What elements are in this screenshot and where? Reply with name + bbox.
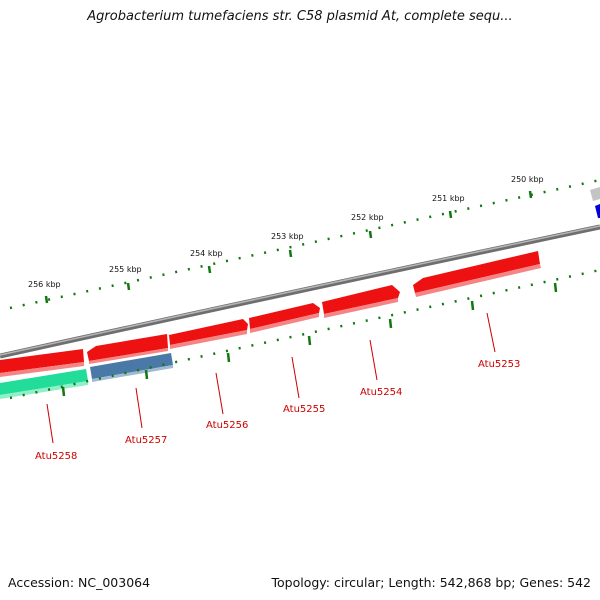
gene-atu5257-blue[interactable] [90,353,173,382]
label-leaders [46,312,496,444]
inner-tick-250 [553,282,558,293]
scale-label-255: 255 kbp [109,265,142,274]
major-tick-256 [44,295,49,304]
gene-atu5255[interactable] [249,303,320,333]
gene-atu5253[interactable] [413,251,541,297]
inner-tick-254 [226,352,231,363]
gene-atu5254[interactable] [322,285,400,318]
genome-backbone [0,224,600,359]
inner-tick-252 [388,318,393,329]
gene-label-atu5258[interactable]: Atu5258 [35,451,77,462]
gene-atu5258-red[interactable] [0,349,84,377]
inner-tick-255 [144,369,149,380]
gene-atu5257-red[interactable] [87,334,168,364]
scale-label-251: 251 kbp [432,194,465,203]
scale-label-253: 253 kbp [271,232,304,241]
major-tick-251 [448,210,453,219]
major-tick-252 [368,230,373,239]
major-tick-255 [126,282,131,291]
gene-label-atu5253[interactable]: Atu5253 [478,359,520,370]
gene-feature-darkblue[interactable] [595,204,600,218]
scale-label-256: 256 kbp [28,280,61,289]
scale-label-252: 252 kbp [351,213,384,222]
inner-tick-251 [470,300,475,311]
inner-scale-ticks [9,268,600,400]
page-title: Agrobacterium tumefaciens str. C58 plasm… [87,9,513,24]
gene-feature-gray[interactable] [590,187,600,201]
gene-label-atu5254[interactable]: Atu5254 [360,387,402,398]
scale-label-250: 250 kbp [511,175,544,184]
major-tick-250 [528,190,533,199]
gene-atu5256[interactable] [169,319,248,349]
gene-atu5258-green[interactable] [0,369,88,399]
gene-label-atu5255[interactable]: Atu5255 [283,404,325,415]
major-tick-253 [288,249,293,258]
gene-label-atu5256[interactable]: Atu5256 [206,420,248,431]
footer-accession: Accession: NC_003064 [8,575,151,590]
inner-tick-256 [61,386,66,397]
scale-label-254: 254 kbp [190,249,223,258]
inner-tick-253 [307,335,312,346]
footer-summary: Topology: circular; Length: 542,868 bp; … [271,575,592,590]
gene-label-atu5257[interactable]: Atu5257 [125,435,167,446]
major-tick-254 [207,265,212,274]
outer-scale-ticks [9,178,600,310]
